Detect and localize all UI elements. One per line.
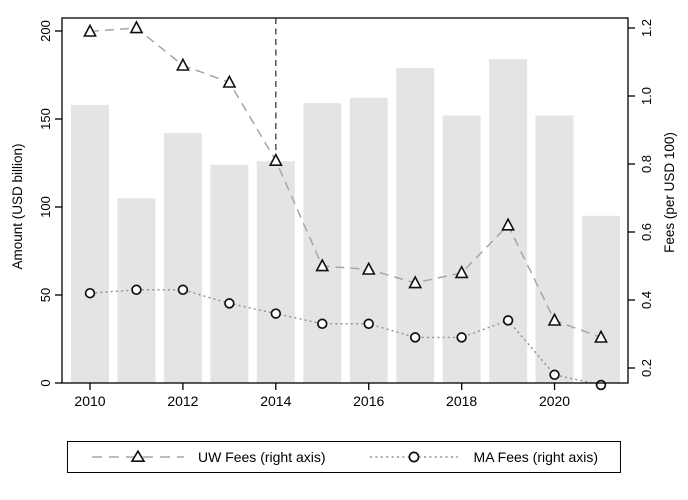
right-axis-tick-label: 0.2: [639, 359, 654, 377]
x-axis-tick-label: 2010: [74, 393, 105, 409]
right-axis-tick-label: 1.0: [639, 87, 654, 105]
uw-marker-2013: [222, 74, 237, 88]
bar-2021: [582, 215, 620, 383]
bar-2018: [442, 115, 481, 383]
bar-2015: [303, 103, 342, 383]
bar-2017: [396, 67, 435, 384]
left-axis-tick-label: 50: [38, 288, 53, 302]
x-axis-tick-label: 2012: [167, 393, 198, 409]
uw-dashed-line-triangle-icon: [91, 449, 184, 462]
uw-marker-2018: [454, 265, 469, 279]
uw-marker-2017: [408, 275, 423, 289]
ma-marker-2018: [456, 332, 467, 343]
uw-marker-2010: [83, 23, 97, 37]
uw-marker-2019: [501, 217, 516, 231]
right-axis-tick-label: 0.4: [639, 291, 654, 309]
uw-fees-line: [89, 27, 602, 339]
chart-legend: UW Fees (right axis) MA Fees (right axis…: [66, 441, 622, 473]
x-axis-tick-label: 2014: [260, 393, 291, 409]
right-axis-tick-label: 0.8: [639, 155, 654, 173]
x-axis-tick-label: 2016: [353, 393, 384, 409]
uw-marker-2015: [315, 258, 330, 272]
legend-item-uw-fees: UW Fees (right axis): [90, 449, 326, 465]
x-axis-tick-label: 2018: [446, 393, 477, 409]
ma-marker-2013: [224, 298, 235, 309]
right-axis-title: Fees (per USD 100): [662, 132, 677, 253]
right-axis-tick-label: 0.6: [639, 223, 654, 241]
ma-marker-2020: [549, 369, 560, 381]
x-axis-tick-label: 2020: [539, 393, 570, 409]
left-axis-tick-label: 200: [38, 20, 53, 42]
bar-2014: [256, 161, 295, 383]
ma-dotted-line-circle-icon: [369, 451, 458, 463]
left-axis-tick-label: 0: [38, 379, 53, 386]
uw-marker-2011: [129, 20, 144, 34]
ma-marker-2016: [363, 318, 374, 330]
left-axis-title: Amount (USD billion): [10, 143, 25, 269]
ma-marker-2019: [502, 315, 514, 326]
uw-marker-2014: [268, 152, 283, 166]
dual-axis-chart: 0 50 100 150 200 0.2 0.4 0.6 0.8 1.0 1.2 2010 2012 20…: [10, 17, 677, 409]
ma-marker-2014: [270, 308, 282, 319]
left-axis-tick-label: 150: [38, 108, 53, 130]
plot-border: [61, 17, 629, 384]
bar-2010: [71, 104, 109, 384]
uw-marker-2020: [547, 312, 562, 326]
bar-2016: [349, 97, 388, 383]
legend-item-ma-fees: MA Fees (right axis): [366, 449, 598, 465]
ma-marker-2015: [317, 318, 328, 330]
bar-2020: [535, 115, 574, 383]
legend-label-uw-fees: UW Fees (right axis): [197, 449, 326, 465]
right-axis-tick-label: 1.2: [639, 19, 654, 37]
ma-marker-2017: [409, 332, 421, 343]
ma-marker-2011: [131, 284, 142, 296]
uw-marker-2016: [361, 261, 376, 275]
uw-marker-2012: [175, 57, 190, 71]
bar-2012: [163, 133, 202, 383]
ma-marker-2010: [84, 287, 96, 299]
left-axis-tick-label: 100: [38, 196, 53, 218]
legend-label-ma-fees: MA Fees (right axis): [473, 449, 599, 465]
uw-marker-2021: [594, 329, 608, 343]
ma-marker-2012: [177, 284, 189, 296]
bar-2013: [210, 164, 249, 383]
ma-marker-2021: [595, 379, 607, 391]
